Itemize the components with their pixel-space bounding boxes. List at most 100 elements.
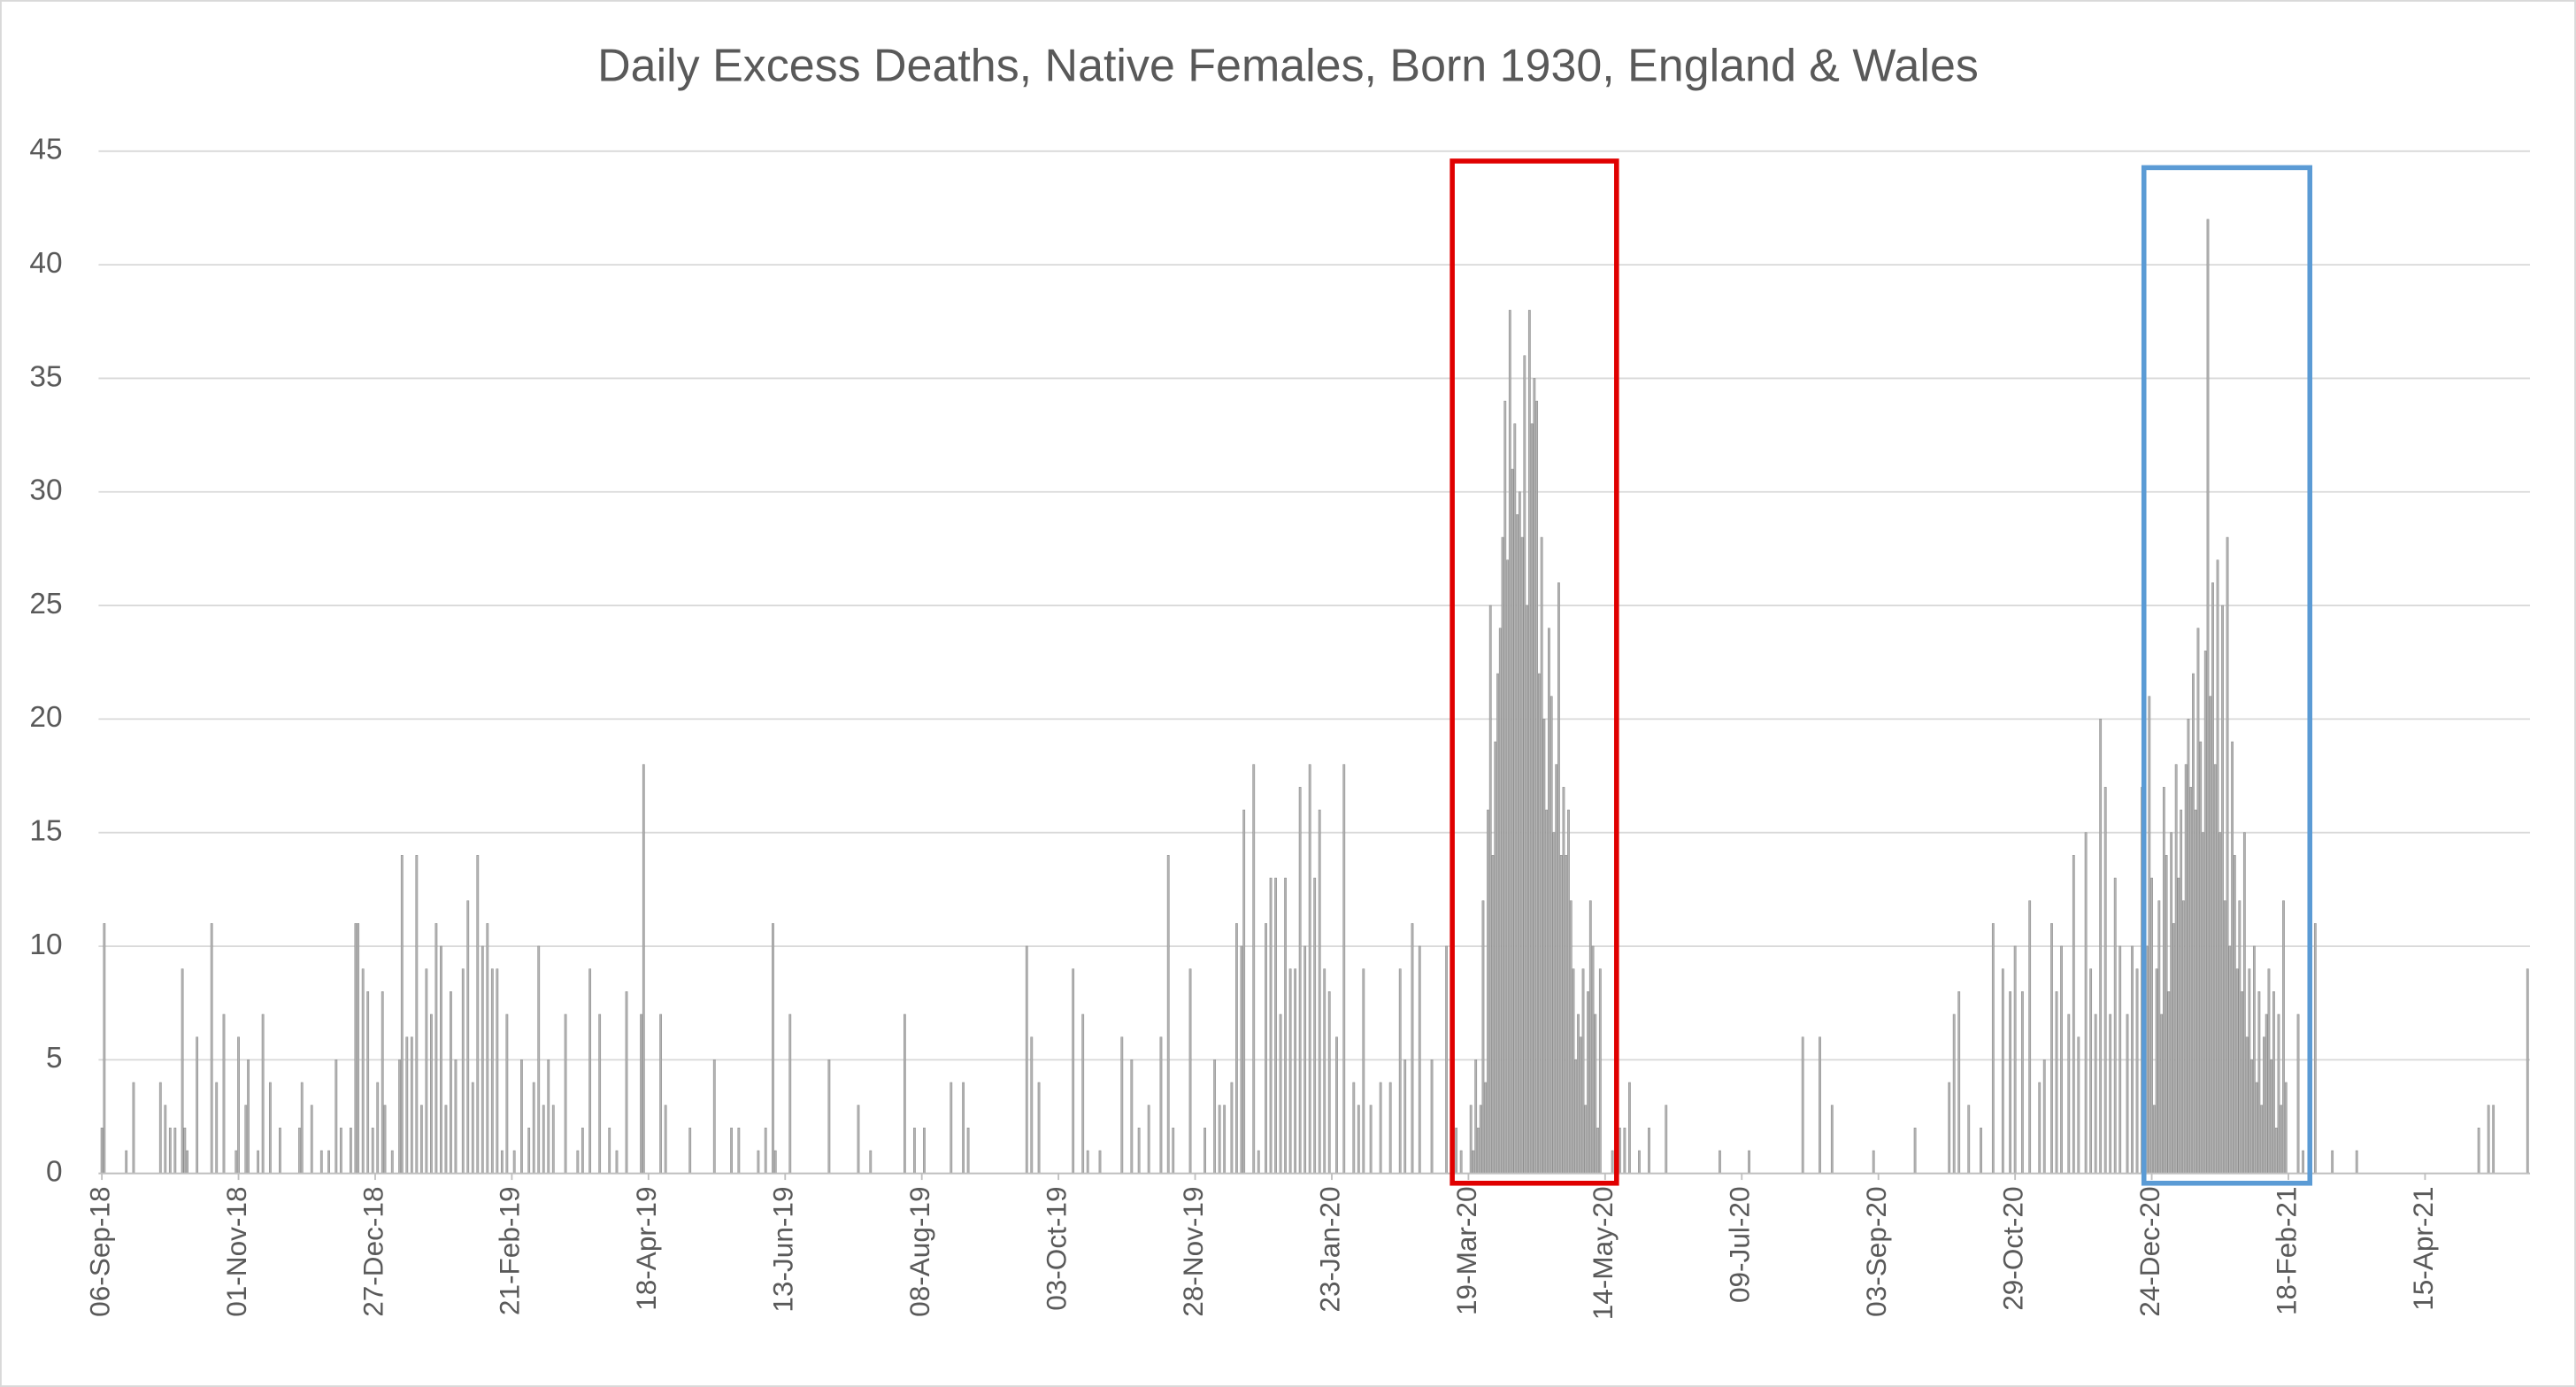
bar [1557,582,1560,1174]
axes: 0 5 10 15 20 25 30 35 40 45 06-Sep-18 01-Nov-18 27-D… [29,134,2531,1320]
bar [1445,945,1448,1174]
bar [1594,1013,1597,1174]
bar [640,1013,642,1174]
bar [196,1036,199,1174]
bar [2013,945,2017,1174]
bar [2302,1150,2304,1174]
bar [1506,559,1509,1174]
bar [1342,764,1346,1174]
bar [2038,1082,2042,1174]
bar [2280,1105,2283,1174]
bar [2094,1013,2097,1174]
bar [1352,1082,1356,1174]
bar [615,1150,619,1174]
bar [1967,1105,1971,1174]
bar [1265,923,1267,1174]
bar [2192,673,2195,1174]
bar [2270,1060,2273,1174]
bar [1213,1060,1217,1174]
bar [1488,605,1492,1174]
bar [2253,945,2256,1174]
bar [1369,1105,1373,1174]
bar [2255,1082,2258,1174]
bar [1098,1150,1102,1174]
bar [712,1060,716,1174]
bar [598,1013,602,1174]
bar [1166,855,1170,1174]
bar [966,1128,970,1174]
bar [1598,968,1602,1174]
bar [1223,1105,1226,1174]
bar [2184,764,2188,1174]
bar [1545,809,1549,1174]
bar [1037,1082,1041,1174]
bar [625,991,628,1174]
bar [1577,1013,1580,1174]
bar [2009,991,2012,1174]
bar [1537,673,1541,1174]
bar [2238,900,2242,1174]
x-tick-label: 09-Jul-20 [1724,1186,1756,1303]
bar [2203,651,2207,1174]
bar [2170,832,2173,1174]
bar [1081,1013,1085,1174]
bar [764,1128,767,1174]
bar [1591,945,1595,1174]
bar [1203,1128,1206,1174]
bar [244,1105,248,1174]
bar [361,968,365,1174]
bar [1508,310,1511,1174]
bar [357,923,360,1174]
bar [1137,1128,1141,1174]
bar [349,1128,352,1174]
bar [2487,1105,2490,1174]
bar [1579,1036,1582,1174]
bar [1819,1036,1821,1174]
bar [1584,1105,1588,1174]
bar [505,1013,509,1174]
bar [2228,945,2232,1174]
bar [371,1128,374,1174]
bar [581,1128,584,1174]
bar [450,991,452,1174]
bar [1072,968,1075,1174]
bar [1030,1036,1034,1174]
bar [1948,1082,1951,1174]
y-tick-label: 35 [29,360,62,393]
bar [1628,1082,1631,1174]
bar [2355,1150,2358,1174]
bar [125,1150,128,1174]
bar [2067,1013,2071,1174]
bar [1235,923,1238,1174]
bar [2250,1060,2254,1174]
bar [532,1082,535,1174]
bar [2113,877,2117,1174]
bar [300,1082,304,1174]
x-tick-label: 29-Oct-20 [1996,1186,2028,1310]
bar [1479,1105,1482,1174]
bar [2202,832,2204,1174]
bar [103,923,106,1174]
bar [827,1060,831,1174]
bar [490,968,494,1174]
bar [2172,923,2175,1174]
x-tick-label: 21-Feb-19 [494,1186,526,1315]
bar [1388,1082,1392,1174]
bar [466,900,470,1174]
bar [486,923,489,1174]
bar [869,1150,873,1174]
bar [2165,855,2168,1174]
bar [962,1082,965,1174]
bar [2196,628,2200,1174]
x-tick-label: 18-Apr-19 [630,1186,662,1310]
bar [2148,696,2151,1174]
bar [1518,491,1521,1174]
bar [1872,1150,1875,1174]
bar [222,1013,226,1174]
bar [1535,400,1539,1174]
bar [268,1082,272,1174]
bar [339,1128,342,1174]
bar [1411,923,1414,1174]
bar [2267,968,2271,1174]
bar [903,1013,906,1174]
